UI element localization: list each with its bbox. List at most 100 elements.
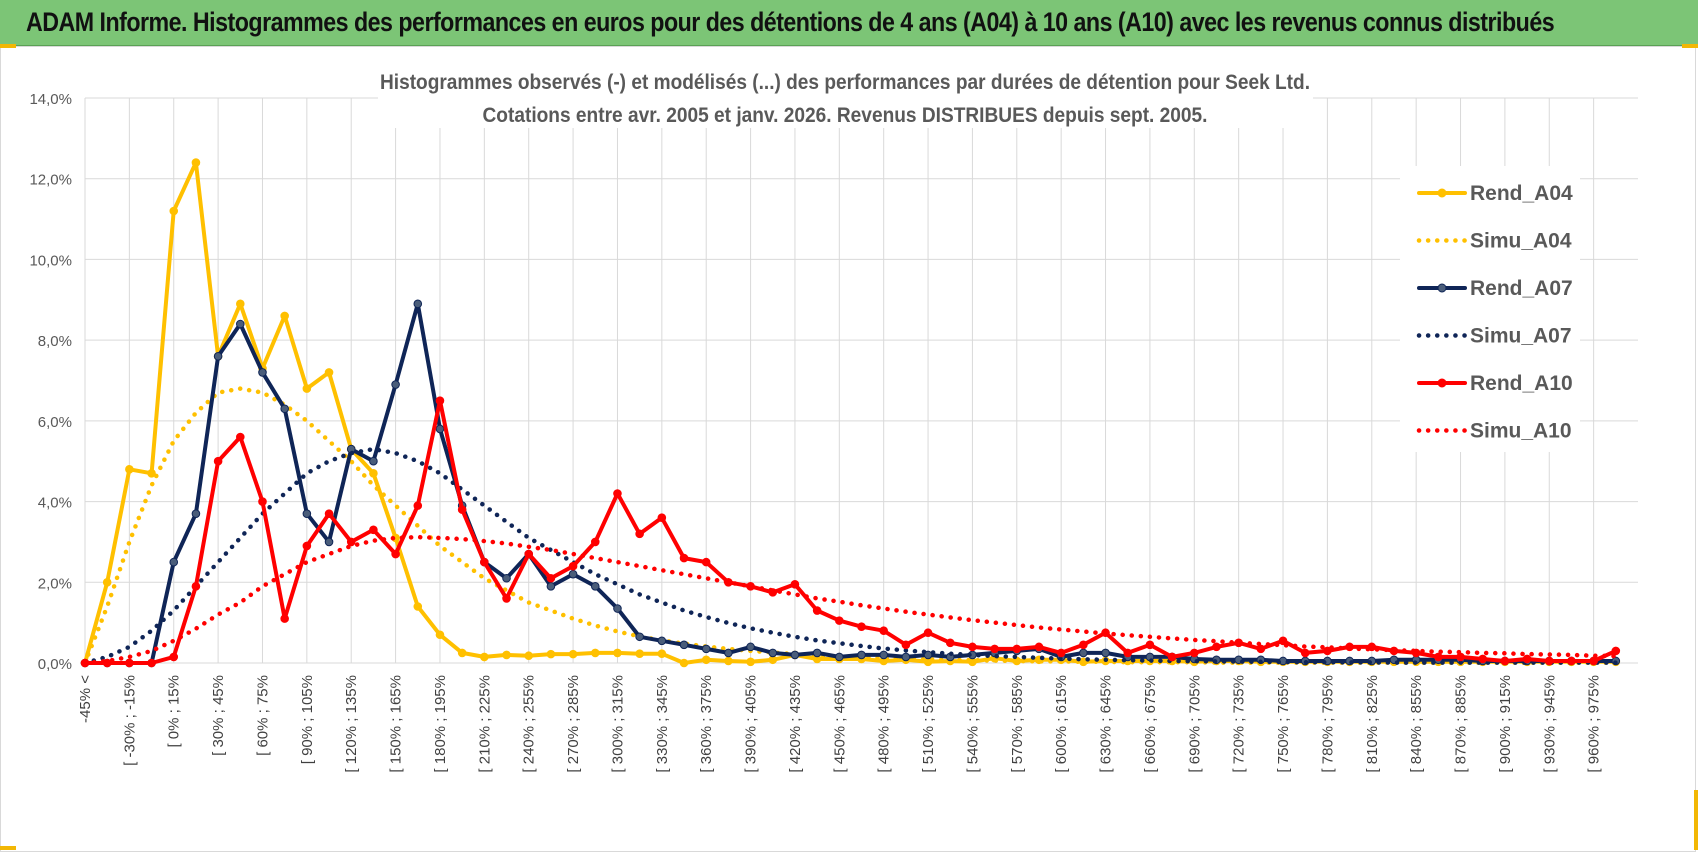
legend-label-Rend_A07: Rend_A07 <box>1470 277 1573 300</box>
data-point-Rend_A10 <box>191 582 201 591</box>
data-point-Rend_A10 <box>901 640 911 650</box>
x-tick-label: [ 780% ; 795% <box>1319 675 1336 773</box>
series-line-Simu_A10 <box>82 534 1619 666</box>
y-tick-label: 0,0% <box>38 656 72 673</box>
data-point-Rend_A04 <box>413 602 423 611</box>
y-tick-label: 4,0% <box>38 495 72 512</box>
x-tick-label: [ 540% ; 555% <box>964 675 981 773</box>
series-Simu_A10 <box>82 534 1619 666</box>
data-point-Rend_A10 <box>502 594 511 603</box>
legend-label-Rend_A04: Rend_A04 <box>1470 182 1573 205</box>
x-tick-label: [ 120% ; 135% <box>343 675 360 773</box>
data-point-Rend_A10 <box>657 513 667 523</box>
y-tick-label: 12,0% <box>29 172 72 189</box>
x-axis: -45% < [ -30% ; -15% [ 0% ; 15% [ 30% ; 45%… <box>77 675 1603 773</box>
x-tick-label: [ 900% ; 915% <box>1497 675 1514 773</box>
x-tick-label: [ 90% ; 105% <box>299 675 316 764</box>
data-point-Rend_A07 <box>324 537 334 547</box>
series-line-Rend_A07 <box>83 301 1618 665</box>
data-point-Rend_A10 <box>546 573 556 583</box>
data-point-Rend_A07 <box>879 650 888 660</box>
data-point-Rend_A07 <box>835 652 844 662</box>
legend-marker-Rend_A10 <box>1437 378 1447 388</box>
data-point-Rend_A07 <box>590 582 600 591</box>
x-tick-label: [ 810% ; 825% <box>1364 675 1381 773</box>
data-point-Rend_A10 <box>391 549 400 559</box>
grid-lines <box>84 97 1638 664</box>
legend-marker-Rend_A04 <box>1437 188 1447 198</box>
x-tick-label: [ 0% ; 15% <box>166 675 183 748</box>
data-point-Rend_A10 <box>480 557 489 567</box>
data-point-Rend_A04 <box>169 206 179 216</box>
y-tick-label: 6,0% <box>38 414 72 431</box>
data-point-Rend_A04 <box>568 649 578 659</box>
series-Rend_A07 <box>80 299 1621 668</box>
x-tick-label: [ 870% ; 885% <box>1453 675 1470 773</box>
data-point-Rend_A04 <box>746 657 755 667</box>
chart-title-background <box>378 64 1313 128</box>
x-tick-label: [ 660% ; 675% <box>1142 675 1159 773</box>
data-point-Rend_A04 <box>125 464 134 474</box>
chart-title: Histogrammes observés (-) et modélisés (… <box>380 71 1310 94</box>
data-point-Rend_A10 <box>923 628 933 638</box>
data-point-Rend_A07 <box>280 404 289 414</box>
legend-label-Simu_A04: Simu_A04 <box>1470 230 1572 253</box>
data-point-Rend_A10 <box>1323 646 1332 656</box>
data-point-Rend_A07 <box>1079 648 1088 658</box>
x-tick-label: [ 930% ; 945% <box>1541 675 1558 773</box>
data-point-Rend_A10 <box>125 658 134 668</box>
data-point-Rend_A07 <box>923 650 933 660</box>
x-tick-label: [ 480% ; 495% <box>876 675 893 773</box>
series-Rend_A04 <box>80 158 1621 668</box>
series-plot-area <box>80 158 1621 668</box>
data-point-Rend_A10 <box>169 652 179 662</box>
data-point-Rend_A10 <box>524 549 534 559</box>
data-point-Rend_A10 <box>812 606 822 615</box>
data-point-Rend_A04 <box>679 658 689 668</box>
data-point-Rend_A10 <box>1567 656 1576 666</box>
data-point-Rend_A10 <box>879 626 888 636</box>
data-point-Rend_A04 <box>302 384 312 393</box>
data-point-Rend_A10 <box>1034 642 1044 652</box>
x-tick-label: [ 60% ; 75% <box>254 675 271 756</box>
chart-title-block: Histogrammes observés (-) et modélisés (… <box>378 64 1313 128</box>
data-point-Rend_A10 <box>280 614 289 623</box>
x-tick-label: [ 390% ; 405% <box>743 675 760 773</box>
y-axis: 0,0% 2,0% 4,0% 6,0% 8,0% 10,0% 12,0% 14,0% <box>29 91 72 673</box>
x-tick-label: [ 840% ; 855% <box>1408 675 1425 773</box>
data-point-Rend_A07 <box>191 509 201 518</box>
data-point-Rend_A10 <box>1456 652 1465 662</box>
x-tick-label: [ 420% ; 435% <box>787 675 804 773</box>
data-point-Rend_A10 <box>457 505 467 514</box>
data-point-Rend_A10 <box>1522 654 1532 664</box>
data-point-Rend_A10 <box>1611 646 1621 656</box>
data-point-Rend_A10 <box>302 541 312 551</box>
data-point-Rend_A07 <box>746 642 755 652</box>
x-tick-label: [ 240% ; 255% <box>521 675 538 773</box>
data-point-Rend_A07 <box>502 573 511 583</box>
data-point-Rend_A07 <box>302 509 312 518</box>
data-point-Rend_A07 <box>857 650 866 660</box>
legend-background <box>1400 166 1580 452</box>
data-point-Rend_A10 <box>147 658 156 668</box>
x-tick-label: [ 180% ; 195% <box>432 675 449 773</box>
data-point-Rend_A07 <box>812 648 822 658</box>
series-Rend_A10 <box>80 396 1621 668</box>
data-point-Rend_A10 <box>790 580 800 589</box>
data-point-Rend_A10 <box>1256 644 1266 654</box>
corner-mark-bottom-left <box>0 846 16 850</box>
data-point-Rend_A10 <box>1278 636 1288 646</box>
series-line-Rend_A10 <box>83 398 1618 665</box>
data-point-Rend_A04 <box>480 652 489 662</box>
report-banner: ADAM Informe. Histogrammes des performan… <box>0 0 1698 46</box>
x-tick-label: [ 750% ; 765% <box>1275 675 1292 773</box>
corner-mark-top-left <box>0 44 16 48</box>
data-point-Rend_A04 <box>435 630 445 640</box>
data-point-Rend_A07 <box>1101 648 1110 658</box>
x-tick-label: [ 510% ; 525% <box>920 675 937 773</box>
data-point-Rend_A07 <box>435 424 445 434</box>
x-tick-label: [ 600% ; 615% <box>1053 675 1070 773</box>
series-line-Rend_A04 <box>83 160 1618 665</box>
chart-subtitle: Cotations entre avr. 2005 et janv. 2026.… <box>483 104 1208 127</box>
series-Simu_A07 <box>82 446 1619 666</box>
